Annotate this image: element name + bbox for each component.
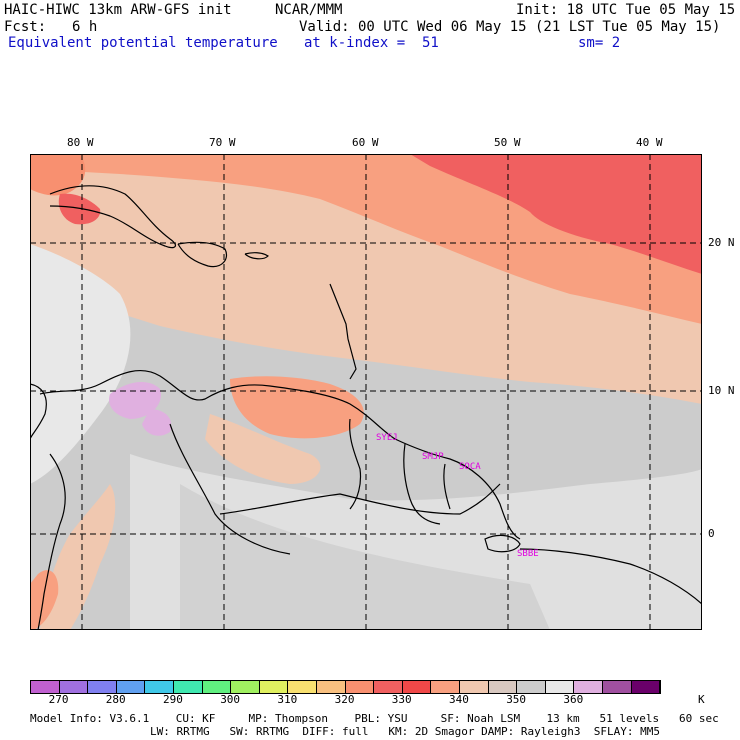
colorbar-swatch [488, 681, 518, 693]
theta-e-red-patch-west [30, 154, 86, 196]
colorbar-swatch [116, 681, 146, 693]
colorbar-swatch [517, 681, 546, 693]
theta-e-map: SYEJ SMJP SOCA SBBE [30, 154, 702, 630]
pacific-coast [37, 453, 66, 630]
model-title: HAIC-HIWC 13km ARW-GFS init [4, 2, 232, 18]
lon-label-40w: 40 W [636, 136, 663, 149]
theta-e-grey-inner [180, 484, 550, 630]
colorbar-swatch [288, 681, 317, 693]
border-suriname-guiana [443, 463, 451, 510]
colorbar-swatch [259, 681, 289, 693]
map-frame [30, 154, 702, 630]
theta-e-andes-warm [30, 570, 59, 630]
colorbar-label: 350 [506, 693, 527, 706]
lon-label-50w: 50 W [494, 136, 521, 149]
colorbar-swatch [231, 681, 260, 693]
colorbar-swatch [574, 681, 603, 693]
colorbar-swatch [402, 681, 432, 693]
colorbar-swatch [317, 681, 346, 693]
colorbar-swatch [374, 681, 403, 693]
lon-label-60w: 60 W [352, 136, 379, 149]
valid-time: Valid: 00 UTC Wed 06 May 15 (21 LST Tue … [299, 19, 721, 35]
colorbar-swatch [145, 681, 174, 693]
colorbar-unit: K [698, 693, 705, 706]
colorbar-swatch [88, 681, 117, 693]
colorbar-swatch [545, 681, 575, 693]
station-sbbe: SBBE [517, 549, 539, 559]
border-colombia-venezuela [169, 423, 291, 555]
lesser-antilles [329, 283, 357, 380]
coastlines [30, 185, 702, 630]
lon-label-70w: 70 W [209, 136, 236, 149]
colorbar-label: 280 [105, 693, 126, 706]
theta-e-andes-peach [40, 484, 116, 630]
colorbar-label: 290 [163, 693, 183, 706]
station-smjp: SMJP [422, 452, 444, 462]
hispaniola-coast [177, 241, 228, 268]
station-soca: SOCA [459, 462, 481, 472]
colorbar [30, 680, 662, 694]
theta-e-lilac-patch-2 [142, 409, 172, 436]
panama-coast [30, 383, 47, 440]
station-syej: SYEJ [376, 433, 398, 443]
puerto-rico-coast [244, 252, 269, 260]
forecast-label: Fcst: [4, 19, 47, 35]
model-info-line-1: Model Info: V3.6.1 CU: KF MP: Thompson P… [30, 712, 719, 725]
amazon-delta [484, 534, 521, 553]
brazil-east-coast [519, 548, 702, 605]
forecast-value: 6 h [72, 19, 98, 35]
border-brazil-north [219, 483, 501, 515]
colorbar-label: 300 [220, 693, 241, 706]
colorbar-swatch [174, 681, 203, 693]
lat-label-10n: 10 N [708, 384, 735, 397]
colorbar-swatch [59, 681, 89, 693]
theta-e-lightgrey-southwest [30, 244, 131, 484]
lon-label-80w: 80 W [67, 136, 94, 149]
model-info-line-2: LW: RRTMG SW: RRTMG DIFF: full KM: 2D Sm… [150, 725, 660, 738]
colorbar-label: 340 [449, 693, 469, 706]
colorbar-swatch [202, 681, 232, 693]
colorbar-label: 330 [391, 693, 412, 706]
colorbar-swatch [603, 681, 632, 693]
colorbar-label: 270 [48, 693, 69, 706]
lat-label-20n: 20 N [708, 236, 735, 249]
lat-label-0: 0 [708, 527, 715, 540]
colorbar-swatch [345, 681, 375, 693]
colorbar-label: 310 [277, 693, 298, 706]
init-time: Init: 18 UTC Tue 05 May 15 [516, 2, 736, 18]
border-guyana-suriname [403, 443, 441, 525]
field-name: Equivalent potential temperature [8, 35, 278, 51]
org-label: NCAR/MMM [275, 2, 343, 18]
colorbar-swatch [460, 681, 489, 693]
colorbar-swatch [431, 681, 460, 693]
colorbar-swatch [31, 681, 60, 693]
theta-e-venezuela-peach [205, 414, 321, 484]
theta-e-venezuela-warm [230, 376, 364, 439]
theta-e-red-region [410, 154, 702, 274]
smoothing-label: sm= 2 [578, 35, 621, 51]
south-america-north-coast [39, 369, 521, 540]
colorbar-label: 360 [563, 693, 584, 706]
colorbar-label: 320 [334, 693, 355, 706]
cuba-coast [49, 185, 177, 249]
lat-lon-grid [30, 154, 702, 630]
level-label: at k-index = 51 [304, 35, 439, 51]
colorbar-swatch [631, 681, 661, 693]
theta-e-red-patch-west-2 [58, 193, 101, 225]
border-venezuela-guyana [349, 418, 362, 510]
